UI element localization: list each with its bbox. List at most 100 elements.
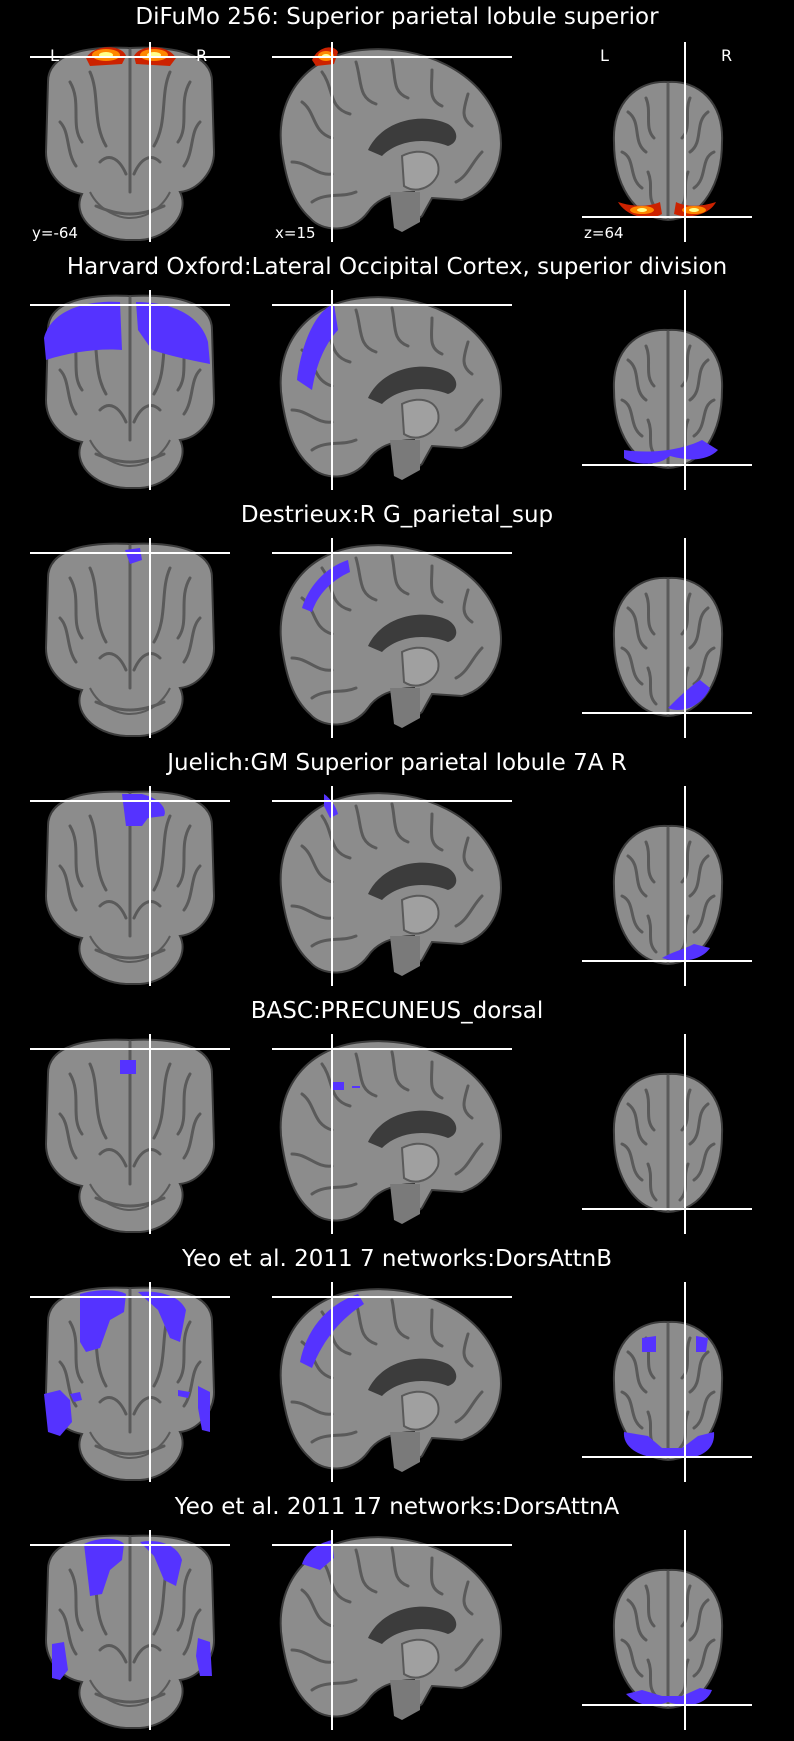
thalamus — [400, 398, 440, 439]
sulcus — [128, 452, 166, 464]
thalamus — [400, 894, 440, 935]
sulcus — [58, 368, 78, 416]
sulcus — [354, 804, 378, 850]
sulcus — [462, 836, 474, 872]
cerebellum-edge — [89, 1679, 171, 1708]
sulcus — [98, 156, 128, 176]
panel-title: Juelich:GM Superior parietal lobule 7A R — [167, 750, 627, 776]
sulcus — [88, 1062, 108, 1140]
sulcus — [58, 1112, 78, 1160]
sulcus — [462, 588, 474, 624]
sulcus — [620, 1390, 644, 1430]
sulcus — [128, 948, 166, 960]
sulcus — [88, 70, 108, 148]
sulcus — [58, 1608, 78, 1656]
atlas-region — [120, 1060, 136, 1074]
sulcus — [98, 1396, 128, 1416]
sulcus — [182, 616, 202, 664]
coronal-cut-label: y=-64 — [32, 224, 78, 242]
sulcus — [620, 398, 644, 438]
atlas-region — [44, 1390, 72, 1436]
axial-view — [582, 786, 752, 986]
views — [0, 538, 794, 744]
brainstem — [390, 1680, 420, 1720]
corpus-callosum — [368, 1110, 457, 1148]
sulcus — [94, 452, 132, 464]
sulcus — [300, 1588, 334, 1628]
sulcus — [646, 666, 658, 706]
sulcus — [626, 1598, 648, 1642]
sulcus — [646, 1658, 658, 1698]
sagittal-view — [272, 290, 512, 490]
sulcus — [98, 1148, 128, 1168]
atlas-region — [297, 304, 338, 390]
sulcus — [620, 894, 644, 934]
sulcus — [429, 812, 444, 852]
sulcus — [692, 398, 716, 438]
sulcus — [94, 700, 132, 712]
atlas-region — [624, 440, 718, 464]
sulcus — [626, 854, 648, 898]
sulcus — [132, 900, 162, 920]
sulcus — [290, 408, 334, 424]
sulcus — [128, 700, 166, 712]
sulcus — [462, 1332, 474, 1368]
sulcus — [354, 60, 378, 106]
sulcus — [94, 1692, 132, 1704]
sulcus — [300, 844, 334, 884]
sulcus — [94, 1196, 132, 1208]
sulcus — [182, 1608, 202, 1656]
sulcus — [680, 840, 692, 884]
sulcus — [98, 900, 128, 920]
coronal-view — [30, 42, 230, 242]
sulcus — [128, 1444, 166, 1456]
axial-view — [582, 538, 752, 738]
sulcus — [454, 150, 484, 184]
sulcus — [152, 566, 172, 644]
views — [0, 1282, 794, 1488]
sulcus — [152, 814, 172, 892]
sulcus — [310, 190, 358, 204]
brainstem — [390, 440, 420, 480]
sulcus — [310, 1430, 358, 1444]
cerebellum-edge — [89, 687, 171, 716]
sulcus — [152, 70, 172, 148]
sulcus — [644, 1088, 656, 1132]
panel-7: Yeo et al. 2011 17 networks:DorsAttnA — [0, 1488, 794, 1736]
sulcus — [176, 80, 192, 144]
sulcus — [182, 1112, 202, 1160]
brainstem — [390, 1184, 420, 1224]
sulcus — [390, 1298, 410, 1340]
sulcus — [354, 308, 378, 354]
sulcus — [310, 438, 358, 452]
sulcus — [68, 1072, 84, 1136]
axial-view — [582, 1282, 752, 1482]
axial-view — [582, 290, 752, 490]
sulcus — [98, 1644, 128, 1664]
sulcus — [644, 592, 656, 636]
sulcus — [429, 1060, 444, 1100]
sulcus — [454, 646, 484, 680]
panel-title: DiFuMo 256: Superior parietal lobule sup… — [135, 4, 659, 30]
activation-blob — [637, 208, 647, 212]
sulcus — [290, 656, 334, 672]
sulcus — [354, 1548, 378, 1594]
sulcus — [644, 1584, 656, 1628]
axial-view — [582, 1530, 752, 1730]
sulcus — [692, 1638, 716, 1678]
right-label: R — [721, 46, 733, 65]
sulcus — [94, 1444, 132, 1456]
sulcus — [620, 1638, 644, 1678]
sulcus — [182, 120, 202, 168]
axial-cut-label: z=64 — [584, 224, 624, 242]
sagittal-view — [272, 538, 512, 738]
corpus-callosum — [368, 1358, 457, 1396]
panel-title: Destrieux:R G_parietal_sup — [240, 502, 554, 528]
sulcus — [688, 358, 710, 402]
sulcus — [310, 686, 358, 700]
sulcus — [646, 914, 658, 954]
sulcus — [429, 316, 444, 356]
sulcus — [58, 864, 78, 912]
sulcus — [454, 1390, 484, 1424]
views — [0, 290, 794, 496]
